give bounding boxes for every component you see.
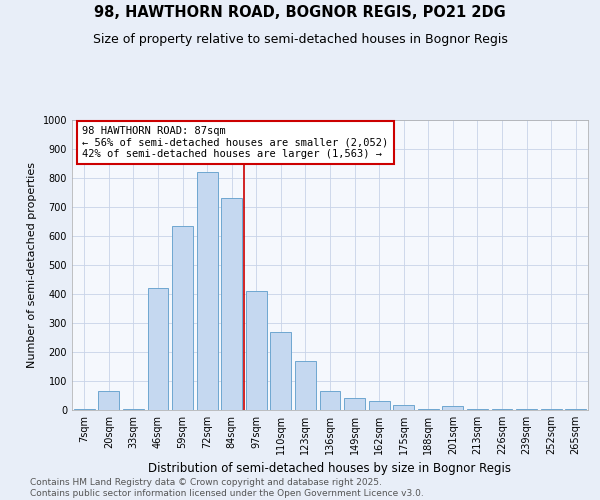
Bar <box>516 409 537 410</box>
Bar <box>74 409 95 410</box>
Text: Size of property relative to semi-detached houses in Bognor Regis: Size of property relative to semi-detach… <box>92 32 508 46</box>
Y-axis label: Number of semi-detached properties: Number of semi-detached properties <box>27 162 37 368</box>
Bar <box>491 409 512 410</box>
Bar <box>344 398 365 410</box>
Bar <box>123 409 144 410</box>
Bar <box>221 198 242 410</box>
Text: Distribution of semi-detached houses by size in Bognor Regis: Distribution of semi-detached houses by … <box>149 462 511 475</box>
Bar <box>565 409 586 410</box>
Bar <box>295 360 316 410</box>
Bar <box>368 402 389 410</box>
Text: Contains HM Land Registry data © Crown copyright and database right 2025.
Contai: Contains HM Land Registry data © Crown c… <box>30 478 424 498</box>
Text: 98 HAWTHORN ROAD: 87sqm
← 56% of semi-detached houses are smaller (2,052)
42% of: 98 HAWTHORN ROAD: 87sqm ← 56% of semi-de… <box>82 126 389 159</box>
Bar <box>98 391 119 410</box>
Bar <box>197 172 218 410</box>
Bar <box>246 291 267 410</box>
Bar <box>467 408 488 410</box>
Bar <box>271 332 292 410</box>
Text: 98, HAWTHORN ROAD, BOGNOR REGIS, PO21 2DG: 98, HAWTHORN ROAD, BOGNOR REGIS, PO21 2D… <box>94 5 506 20</box>
Bar <box>442 406 463 410</box>
Bar <box>172 226 193 410</box>
Bar <box>320 391 340 410</box>
Bar <box>148 288 169 410</box>
Bar <box>393 405 414 410</box>
Bar <box>418 409 439 410</box>
